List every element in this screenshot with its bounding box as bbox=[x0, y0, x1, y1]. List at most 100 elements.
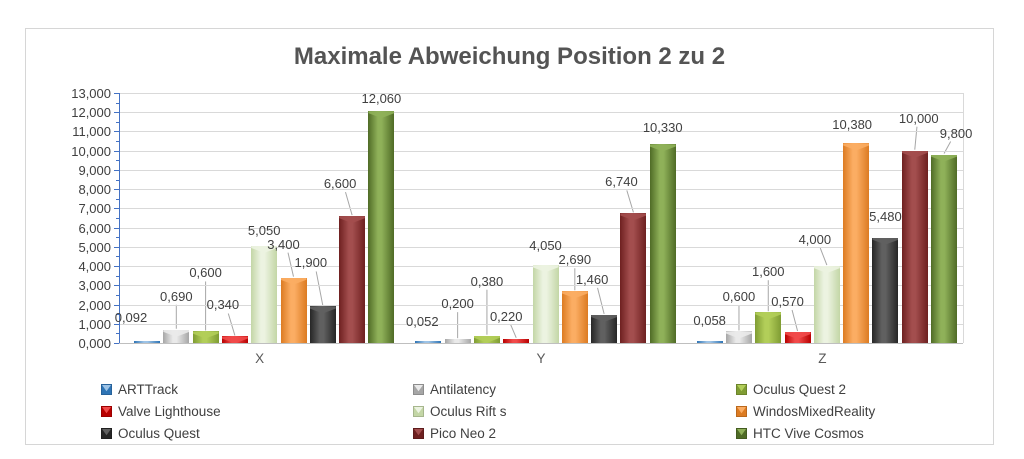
bar-top-bevel bbox=[591, 314, 618, 322]
value-label-antilatency-y: 0,200 bbox=[441, 296, 474, 312]
value-label-valve-lighthouse-x: 0,340 bbox=[206, 297, 240, 313]
bar-top-bevel bbox=[901, 150, 928, 158]
y-axis-tick bbox=[114, 246, 119, 248]
value-label-arttrack-x: 0,092 bbox=[114, 310, 148, 326]
y-axis-tick-label: 10,000 bbox=[71, 143, 111, 159]
value-label-oculus-rift-s-x: 5,050 bbox=[247, 222, 281, 238]
y-axis-tick bbox=[116, 294, 119, 296]
y-axis-tick-label: 6,000 bbox=[78, 220, 111, 236]
bar-pico-neo-2-x bbox=[339, 216, 366, 343]
bar-valve-lighthouse-y bbox=[503, 338, 530, 343]
y-axis-tick bbox=[116, 275, 119, 277]
bar-antilatency-y bbox=[444, 339, 471, 343]
y-axis-tick bbox=[116, 160, 119, 162]
value-label-oculus-quest-x: 1,900 bbox=[294, 255, 328, 271]
bar-oculus-rift-s-y bbox=[532, 265, 559, 343]
bar-oculus-quest-z bbox=[872, 237, 899, 343]
value-label-windosmixedreality-z: 10,380 bbox=[832, 117, 873, 133]
y-axis-tick-label: 5,000 bbox=[78, 239, 111, 255]
bar-top-bevel bbox=[784, 332, 811, 340]
bar-oculus-quest-2-y bbox=[473, 335, 500, 343]
category-label-y: Y bbox=[536, 351, 546, 366]
y-axis-tick bbox=[114, 343, 119, 344]
bar-top-bevel bbox=[339, 216, 366, 224]
value-label-antilatency-x: 0,690 bbox=[160, 288, 193, 304]
y-axis-tick bbox=[114, 227, 119, 229]
y-axis-tick bbox=[114, 189, 119, 191]
y-axis-tick-label: 2,000 bbox=[78, 297, 111, 313]
y-axis-tick bbox=[116, 218, 119, 219]
category-label-x: X bbox=[255, 351, 265, 366]
legend-label-htc-vive-cosmos: HTC Vive Cosmos bbox=[753, 426, 864, 441]
y-axis-tick-label: 8,000 bbox=[78, 182, 111, 198]
bar-top-bevel bbox=[620, 213, 647, 221]
bar-top-bevel bbox=[931, 154, 958, 162]
legend-marker-pico-neo-2 bbox=[413, 428, 424, 439]
bar-oculus-rift-s-x bbox=[251, 245, 278, 343]
legend-marker-arttrack bbox=[101, 384, 112, 395]
y-axis-tick bbox=[114, 131, 119, 133]
gridline bbox=[119, 189, 963, 191]
legend-marker-oculus-quest-2 bbox=[736, 384, 747, 395]
legend-item-antilatency: Antilatency bbox=[413, 381, 496, 398]
y-axis-tick bbox=[116, 256, 119, 258]
legend-label-oculus-quest: Oculus Quest bbox=[118, 426, 200, 441]
bar-top-bevel bbox=[309, 306, 336, 314]
y-axis-tick-label: 12,000 bbox=[71, 105, 111, 121]
chart-title: Maximale Abweichung Position 2 zu 2 bbox=[293, 43, 726, 70]
bar-windosmixedreality-x bbox=[280, 277, 307, 343]
legend-label-valve-lighthouse: Valve Lighthouse bbox=[118, 404, 221, 419]
legend-item-oculus-rift-s: Oculus Rift s bbox=[413, 403, 507, 420]
legend-item-arttrack: ARTTrack bbox=[101, 381, 178, 398]
y-axis-tick bbox=[116, 333, 119, 335]
category-label-z: Z bbox=[818, 351, 827, 366]
y-axis-tick bbox=[114, 266, 119, 268]
y-axis-tick bbox=[114, 169, 119, 171]
bar-top-bevel bbox=[368, 111, 395, 119]
y-axis-tick bbox=[116, 102, 119, 104]
value-label-arttrack-z: 0,058 bbox=[693, 313, 726, 329]
bar-arttrack-z bbox=[696, 341, 723, 343]
value-label-oculus-quest-z: 5,480 bbox=[869, 208, 902, 224]
y-axis-tick-label: 11,000 bbox=[72, 124, 111, 140]
gridline bbox=[119, 169, 963, 171]
bar-top-bevel bbox=[561, 291, 588, 299]
value-label-pico-neo-2-z: 10,000 bbox=[898, 110, 939, 126]
plot-area-right-border bbox=[963, 93, 964, 343]
y-axis-tick bbox=[114, 304, 119, 306]
y-axis-tick-label: 9,000 bbox=[78, 162, 111, 178]
bar-top-bevel bbox=[755, 312, 782, 320]
legend-item-valve-lighthouse: Valve Lighthouse bbox=[101, 403, 221, 420]
bar-valve-lighthouse-x bbox=[221, 336, 248, 344]
y-axis-tick bbox=[116, 198, 119, 200]
bar-pico-neo-2-y bbox=[620, 213, 647, 343]
legend-label-antilatency: Antilatency bbox=[430, 382, 497, 397]
value-label-oculus-quest-2-y: 0,380 bbox=[470, 273, 504, 289]
y-axis-tick bbox=[114, 323, 119, 325]
value-label-pico-neo-2-y: 6,740 bbox=[605, 174, 638, 190]
y-axis-tick-label: 0,000 bbox=[78, 336, 111, 351]
legend-marker-antilatency bbox=[413, 384, 424, 395]
y-axis-tick-label: 1,000 bbox=[78, 316, 111, 332]
gridline bbox=[119, 131, 963, 133]
y-axis-tick bbox=[116, 179, 119, 181]
bar-top-bevel bbox=[163, 329, 190, 337]
legend-label-arttrack: ARTTrack bbox=[118, 382, 179, 397]
bar-windosmixedreality-z bbox=[843, 143, 870, 343]
bar-htc-vive-cosmos-z bbox=[931, 154, 958, 343]
bar-windosmixedreality-y bbox=[561, 291, 588, 343]
legend-item-oculus-quest-2: Oculus Quest 2 bbox=[736, 381, 846, 398]
gridline bbox=[119, 150, 963, 152]
bar-htc-vive-cosmos-x bbox=[368, 111, 395, 343]
gridline bbox=[119, 227, 963, 229]
bar-antilatency-x bbox=[163, 329, 190, 343]
legend-item-pico-neo-2: Pico Neo 2 bbox=[413, 425, 496, 442]
value-label-windosmixedreality-y: 2,690 bbox=[558, 252, 592, 268]
bar-oculus-quest-2-x bbox=[192, 331, 219, 343]
bar-antilatency-z bbox=[725, 331, 752, 343]
value-label-htc-vive-cosmos-x: 12,060 bbox=[361, 91, 402, 107]
column-chart: Maximale Abweichung Position 2 zu 2 0,00… bbox=[25, 28, 994, 445]
bar-top-bevel bbox=[649, 144, 676, 152]
y-axis-line bbox=[119, 93, 120, 344]
bar-pico-neo-2-z bbox=[901, 150, 928, 343]
